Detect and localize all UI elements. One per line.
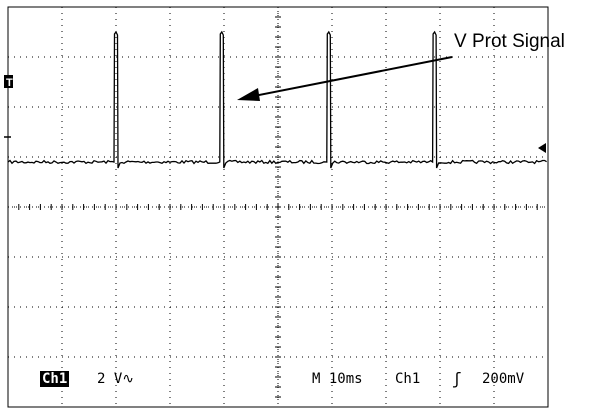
graticule-grid <box>4 6 549 408</box>
channel-tag: Ch1 <box>40 371 70 387</box>
pulse-peak-1 <box>115 31 117 33</box>
annotation-arrowhead <box>237 88 260 101</box>
ch1-trace <box>7 30 547 169</box>
annotation-arrow <box>243 56 453 99</box>
trigger-source: Ch1 <box>395 371 421 387</box>
pulse-markers <box>115 31 436 33</box>
volts-per-div: 2 V <box>97 371 123 387</box>
pulse-peak-4 <box>434 31 436 33</box>
status-slope: ʃ <box>452 370 462 388</box>
pulse-peak-3 <box>328 31 330 33</box>
trigger-level: 200mV <box>482 371 525 387</box>
trigger-slope-icon: ʃ <box>452 369 462 388</box>
trigger-position-marker: T <box>6 77 13 89</box>
annotation-label: V Prot Signal <box>454 31 565 52</box>
trigger-marker-block <box>4 75 13 88</box>
status-volts: 2 V∿ <box>97 370 134 388</box>
status-channel: Ch1 <box>40 370 70 388</box>
timebase-value: M 10ms <box>312 371 363 387</box>
coupling-icon: ∿ <box>122 371 135 387</box>
status-timebase: M 10ms <box>312 370 363 388</box>
arrow-left-icon <box>538 143 546 153</box>
pulse-peak-2 <box>221 31 223 33</box>
status-level: 200mV <box>482 370 524 388</box>
status-trigger: Ch1 <box>395 370 420 388</box>
